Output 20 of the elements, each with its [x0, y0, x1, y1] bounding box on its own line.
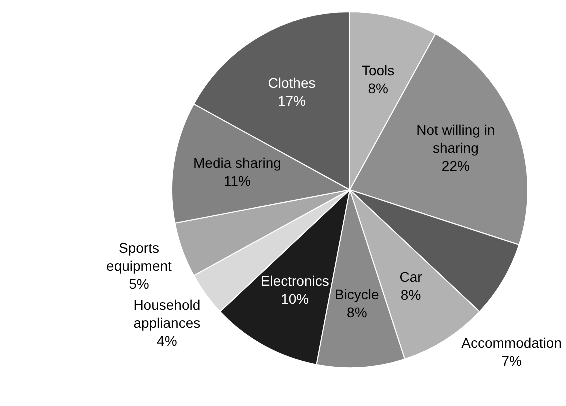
data-label: 5%: [129, 276, 150, 292]
data-label: 10%: [281, 290, 310, 307]
slice-label: Media sharing: [194, 155, 282, 172]
slice-label: Bicycle: [334, 286, 380, 303]
slice-label: Accommodation: [462, 335, 562, 352]
data-label: 22%: [442, 158, 470, 174]
slice-label: Tools: [362, 62, 395, 79]
slice-label: Electronics: [260, 272, 330, 289]
slice-label: Car: [400, 269, 423, 286]
data-label: 4%: [157, 332, 178, 349]
data-label: 17%: [278, 92, 306, 109]
slice-label: Household appliances: [134, 296, 201, 331]
data-label: 8%: [347, 304, 368, 321]
slice-label: Clothes: [268, 74, 316, 91]
data-label: 7%: [502, 353, 522, 370]
slice-label: Not willing in sharing: [416, 122, 496, 156]
data-label: 8%: [368, 80, 388, 97]
data-label: 11%: [224, 173, 251, 190]
slice-label: Sports equipment: [106, 240, 172, 274]
data-label: 8%: [400, 287, 422, 304]
